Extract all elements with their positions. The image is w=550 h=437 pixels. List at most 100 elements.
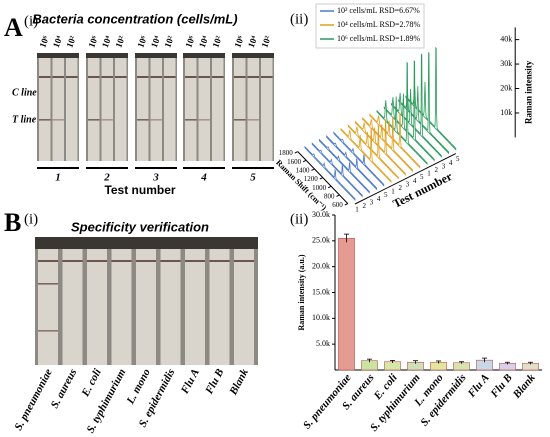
strip <box>185 249 205 365</box>
bar <box>453 362 470 371</box>
y-tick-label: 4 <box>413 177 417 185</box>
z-tick-label: 30k <box>500 59 512 68</box>
bar <box>338 237 355 371</box>
concentration-label: 10² <box>162 34 176 49</box>
strip-top <box>86 53 128 58</box>
t-line-label: T line <box>12 114 37 125</box>
c-line <box>150 76 162 78</box>
concentration-label: 10⁶ <box>135 34 149 49</box>
strip <box>160 249 181 365</box>
strip-top <box>35 237 258 249</box>
concentration-label: 10⁶ <box>37 34 51 49</box>
spectrum <box>340 127 392 183</box>
y-tick-label: 4 <box>449 159 453 167</box>
z-tick-label: 40k <box>500 34 512 43</box>
spectrum <box>376 61 428 165</box>
concentration-label: 10⁶ <box>86 34 100 49</box>
strip <box>39 58 51 161</box>
strip <box>62 249 83 365</box>
z-axis-label: Raman intensity <box>523 60 533 124</box>
x-tick-label: 1600 <box>287 158 302 166</box>
concentration-label: 10⁶ <box>183 34 197 49</box>
strip <box>212 58 224 161</box>
y-axis-label: Raman intensity (a.u.) <box>297 254 306 330</box>
spectrum <box>347 124 399 180</box>
x-tick-label: Flu A <box>465 372 492 401</box>
strip-top <box>135 53 177 58</box>
c-line <box>137 76 149 78</box>
c-line <box>115 76 127 78</box>
strip-number: 2 <box>103 172 110 184</box>
t-line <box>150 119 162 121</box>
t-line <box>88 119 100 121</box>
spectrum <box>311 142 363 198</box>
spectrum <box>398 51 449 155</box>
strip-number: 4 <box>200 172 207 184</box>
y-tick-label: 5 <box>456 155 460 163</box>
x-tick-label: Blank <box>510 371 538 401</box>
t-line <box>39 119 51 121</box>
c-line <box>212 76 224 78</box>
t-line <box>234 119 246 121</box>
c-line <box>39 76 51 78</box>
strip-top <box>37 53 79 58</box>
y-tick-label: 10.0k <box>312 313 330 322</box>
strip <box>136 249 156 365</box>
c-line <box>247 76 259 78</box>
concentration-label: 10² <box>113 34 127 49</box>
c-line <box>234 260 254 262</box>
strip <box>66 58 78 161</box>
c-line <box>160 260 181 262</box>
panel-title: Specificity verification <box>71 219 209 234</box>
strip <box>247 58 259 161</box>
x-tick <box>319 177 324 180</box>
strip <box>101 58 113 161</box>
y-tick-label: 2 <box>434 166 438 174</box>
strip-label: Flu A <box>179 367 202 397</box>
spectrum <box>355 118 406 176</box>
c-line <box>66 76 78 78</box>
t-line <box>247 119 259 121</box>
strip-label: Flu B <box>203 367 227 397</box>
spectrum <box>369 112 421 169</box>
concentration-label: 10² <box>210 34 224 49</box>
spectrum <box>333 131 385 187</box>
x-tick-label: Flu B <box>488 372 515 401</box>
c-line <box>185 260 205 262</box>
c-line-label: C line <box>12 87 37 98</box>
z-tick-label: 20k <box>500 83 512 92</box>
t-line <box>38 283 58 285</box>
concentration-label: 10⁴ <box>246 34 260 49</box>
strip-top <box>232 53 274 58</box>
y-tick-label: 1 <box>355 206 359 214</box>
concentration-label: 10² <box>259 34 273 49</box>
z-tick-label: 10k <box>500 108 512 117</box>
strip <box>38 249 58 365</box>
strip <box>209 249 230 365</box>
concentration-label: 10⁴ <box>149 34 163 49</box>
band <box>38 330 58 332</box>
legend-label: 10⁴ cells/mL RSD=2.78% <box>337 20 421 29</box>
strip <box>164 58 176 161</box>
c-line <box>185 76 197 78</box>
concentration-label: 10⁴ <box>197 34 211 49</box>
c-line <box>209 260 230 262</box>
subpanel-label: (i) <box>24 211 38 227</box>
strip <box>198 58 210 161</box>
strip-label: S. pneumoniae <box>12 367 55 433</box>
y-tick-label: 30.0k <box>312 210 330 219</box>
t-line <box>137 119 149 121</box>
spectrum <box>405 46 457 151</box>
concentration-label: 10⁶ <box>232 34 246 49</box>
y-tick-label: 20.0k <box>312 261 330 270</box>
t-line <box>185 119 197 121</box>
strip-number: 5 <box>250 172 256 184</box>
strip-top <box>183 53 225 58</box>
c-line <box>261 76 273 78</box>
strip <box>261 58 273 161</box>
legend-label: 10⁶ cells/mL RSD=1.89% <box>337 34 421 43</box>
concentration-label: 10⁴ <box>51 34 65 49</box>
strip <box>111 249 132 365</box>
x-tick <box>302 159 307 163</box>
y-tick-label: 5 <box>384 191 388 199</box>
